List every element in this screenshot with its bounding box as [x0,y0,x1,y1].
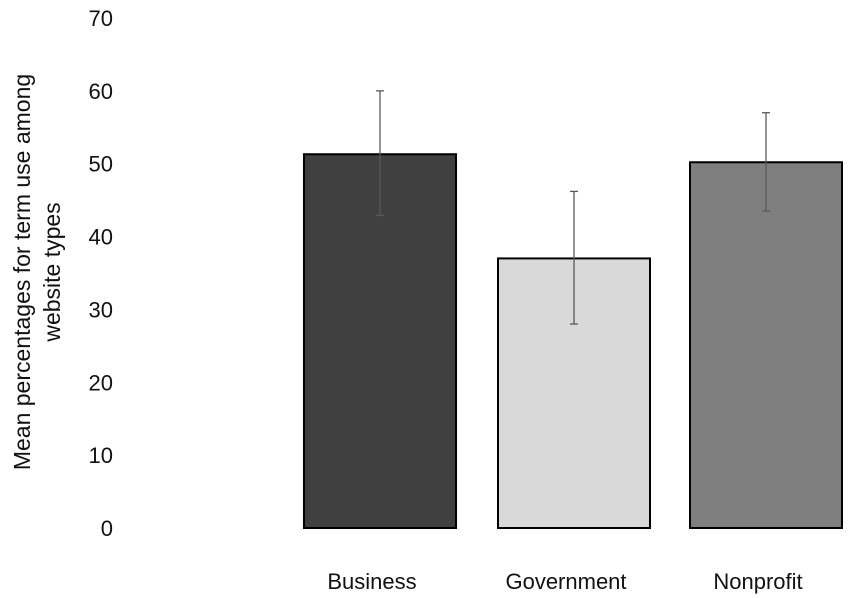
y-axis-title-line-2: website types [39,202,65,342]
y-tick-label: 10 [89,443,113,468]
y-tick-label: 50 [89,152,113,177]
x-tick-label-nonprofit: Nonprofit [713,569,802,594]
bar-nonprofit [689,161,843,529]
y-tick-label: 70 [89,6,113,31]
y-tick-label: 60 [89,79,113,104]
y-axis-title-line-1: Mean percentages for term use among [9,74,35,470]
y-axis-title: Mean percentages for term use among webs… [9,74,65,470]
error-bar-government [570,190,578,325]
y-tick-label: 40 [89,225,113,250]
error-bar-business [376,90,384,217]
bars [303,153,843,529]
y-tick-label: 0 [101,516,113,541]
x-axis-labels: Business Government Nonprofit [327,569,802,594]
y-tick-label: 20 [89,370,113,395]
error-bar-nonprofit [762,112,770,212]
y-axis-ticks: 0 10 20 30 40 50 60 70 [89,6,113,541]
error-bars [376,90,770,325]
y-tick-label: 30 [89,297,113,322]
bar-business [303,153,457,529]
x-tick-label-government: Government [505,569,626,594]
x-tick-label-business: Business [327,569,416,594]
